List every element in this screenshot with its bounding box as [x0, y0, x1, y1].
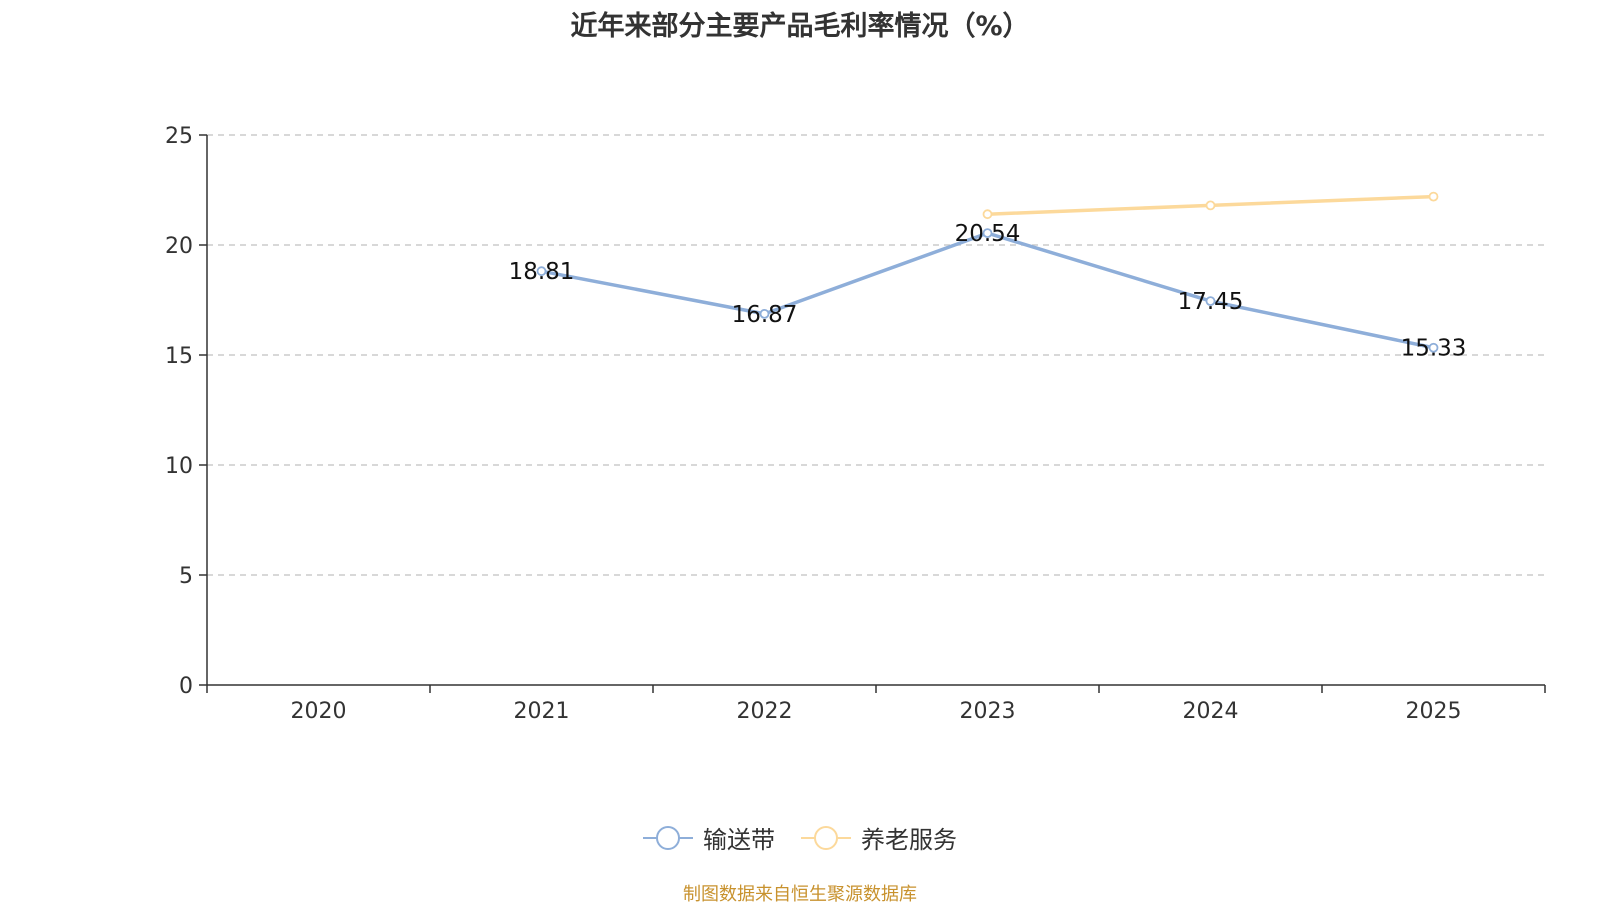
legend-series1-marker-icon [643, 825, 693, 851]
data-label: 18.81 [509, 259, 575, 285]
y-tick-label: 10 [165, 454, 193, 479]
y-tick-label: 0 [179, 674, 193, 699]
data-point[interactable] [1205, 200, 1216, 211]
data-label: 15.33 [1401, 336, 1467, 362]
x-tick-label: 2025 [1406, 699, 1462, 724]
data-point[interactable] [1428, 191, 1439, 202]
legend-item-series1[interactable]: 输送带 [643, 820, 775, 855]
y-tick-label: 25 [165, 124, 193, 149]
source-note: 制图数据来自恒生聚源数据库 [683, 884, 917, 905]
x-tick-label: 2020 [291, 699, 347, 724]
x-tick-label: 2021 [514, 699, 570, 724]
legend-series2-marker-icon [801, 825, 851, 851]
legend: 输送带 养老服务 [0, 820, 1600, 855]
chart-title: 近年来部分主要产品毛利率情况（%） [570, 11, 1030, 42]
data-point[interactable] [1205, 296, 1216, 307]
legend-item-series2[interactable]: 养老服务 [801, 820, 957, 855]
series-line-1 [541, 231, 1434, 350]
x-tick-label: 2022 [737, 699, 793, 724]
y-tick-label: 15 [165, 344, 193, 369]
data-point[interactable] [759, 308, 770, 319]
legend-series2-label: 养老服务 [861, 826, 957, 854]
x-tick-label: 2024 [1183, 699, 1239, 724]
data-label: 16.87 [732, 302, 798, 328]
y-tick-label: 20 [165, 234, 193, 259]
data-point[interactable] [536, 266, 547, 277]
legend-series1-label: 输送带 [703, 826, 775, 854]
data-label: 20.54 [955, 221, 1021, 247]
data-point[interactable] [982, 209, 993, 220]
x-tick-label: 2023 [960, 699, 1016, 724]
data-label: 17.45 [1178, 289, 1244, 315]
y-tick-label: 5 [179, 564, 193, 589]
data-point[interactable] [982, 228, 993, 239]
data-point[interactable] [1428, 342, 1439, 353]
